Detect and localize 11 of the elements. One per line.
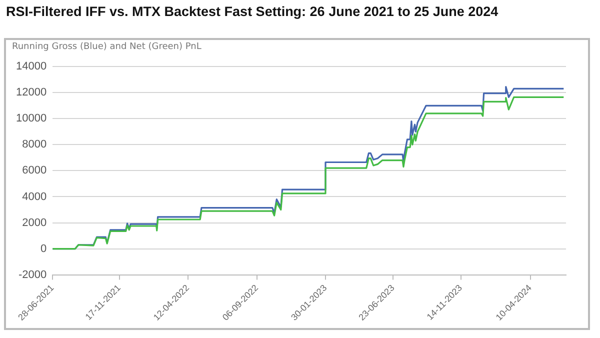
y-tick-label: 8000 [22,138,47,151]
chart-title: RSI-Filtered IFF vs. MTX Backtest Fast Setting: 26 June 2021 to 25 June 2024 [6,4,498,19]
y-tick-label: 12000 [16,86,47,99]
y-tick-label: 0 [40,242,47,255]
y-tick-label: 6000 [22,164,47,177]
y-tick-label: -2000 [18,268,47,281]
y-tick-label: 14000 [16,60,47,73]
y-tick-label: 4000 [22,190,47,203]
y-tick-label: 2000 [22,216,47,229]
y-axis-title: Running Gross (Blue) and Net (Green) PnL [12,42,202,52]
y-tick-label: 10000 [16,112,47,125]
